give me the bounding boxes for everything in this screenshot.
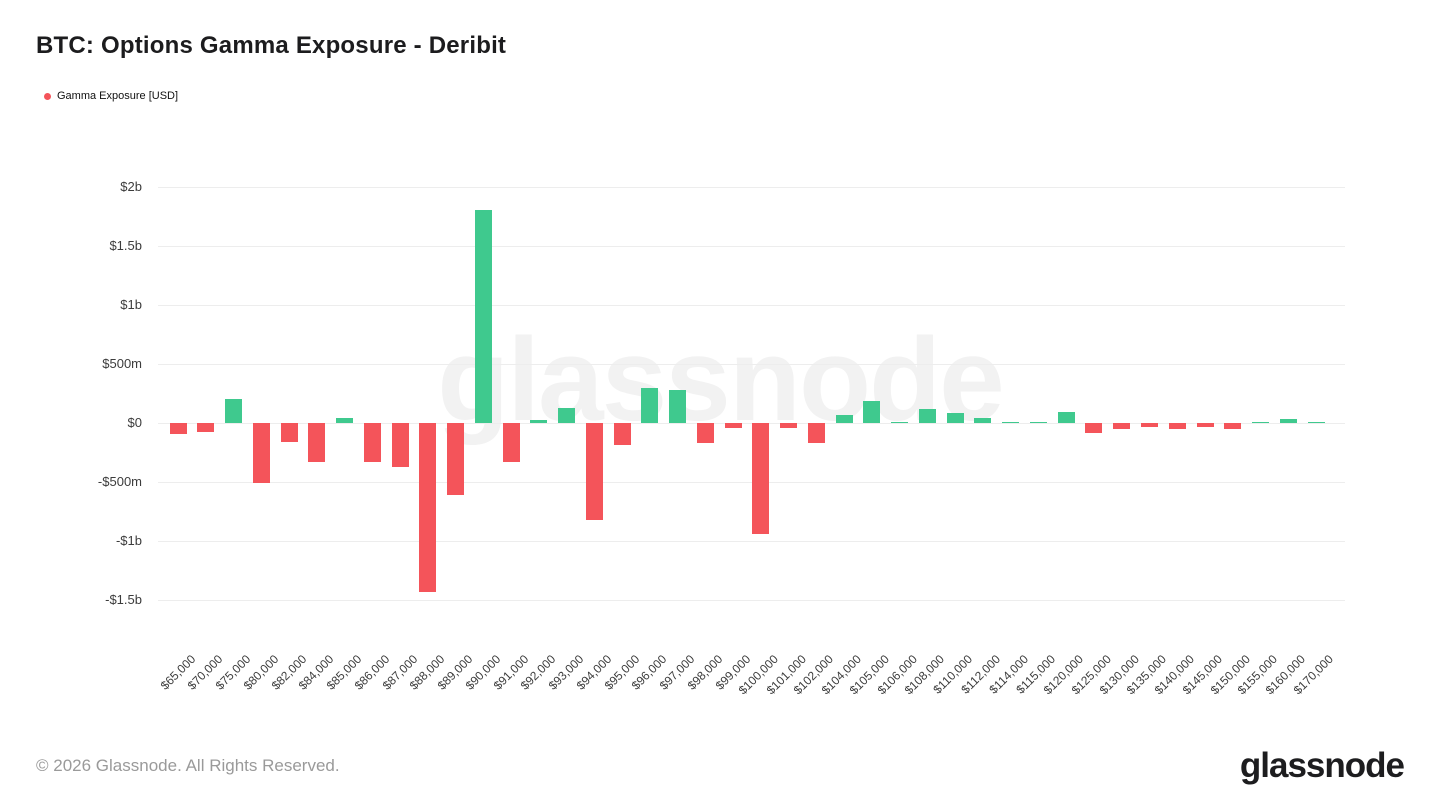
bar-84000[interactable] (308, 423, 325, 462)
y-gridline (158, 423, 1345, 424)
y-gridline (158, 364, 1345, 365)
bar-93000[interactable] (558, 408, 575, 423)
bar-100000[interactable] (752, 423, 769, 534)
page-title: BTC: Options Gamma Exposure - Deribit (36, 32, 507, 59)
bar-85000[interactable] (336, 418, 353, 423)
bar-135000[interactable] (1141, 423, 1158, 427)
bar-92000[interactable] (530, 420, 547, 423)
legend-series-label: Gamma Exposure [USD] (57, 90, 179, 102)
bar-99000[interactable] (725, 423, 742, 428)
bar-91000[interactable] (503, 423, 520, 462)
bar-145000[interactable] (1197, 423, 1214, 427)
y-gridline (158, 187, 1345, 188)
bar-65000[interactable] (170, 423, 187, 434)
y-axis-tick-label: $1b (120, 297, 142, 312)
bar-82000[interactable] (281, 423, 298, 442)
bar-90000[interactable] (475, 210, 492, 423)
bar-98000[interactable] (697, 423, 714, 443)
bar-112000[interactable] (974, 418, 991, 423)
bar-86000[interactable] (364, 423, 381, 462)
bar-108000[interactable] (919, 409, 936, 423)
bar-75000[interactable] (225, 399, 242, 423)
bar-160000[interactable] (1280, 419, 1297, 423)
bar-170000[interactable] (1308, 422, 1325, 423)
copyright-text: © 2026 Glassnode. All Rights Reserved. (36, 756, 340, 775)
bar-70000[interactable] (197, 423, 214, 432)
legend-series-dot-icon (44, 92, 51, 100)
y-gridline (158, 600, 1345, 601)
y-axis-tick-label: -$1.5b (105, 592, 142, 607)
bar-106000[interactable] (891, 422, 908, 423)
bar-150000[interactable] (1224, 423, 1241, 429)
bar-101000[interactable] (780, 423, 797, 428)
bar-110000[interactable] (947, 413, 964, 423)
bar-94000[interactable] (586, 423, 603, 520)
bar-114000[interactable] (1002, 422, 1019, 423)
y-gridline (158, 541, 1345, 542)
bar-97000[interactable] (669, 390, 686, 423)
bar-96000[interactable] (641, 388, 658, 423)
y-axis-tick-label: $2b (120, 179, 142, 194)
bar-102000[interactable] (808, 423, 825, 443)
y-gridline (158, 482, 1345, 483)
bar-120000[interactable] (1058, 412, 1075, 423)
bar-140000[interactable] (1169, 423, 1186, 429)
bar-104000[interactable] (836, 415, 853, 423)
y-gridline (158, 305, 1345, 306)
y-axis-tick-label: $1.5b (109, 238, 142, 253)
y-axis-tick-label: $0 (127, 415, 142, 430)
bar-115000[interactable] (1030, 422, 1047, 423)
bar-125000[interactable] (1085, 423, 1102, 433)
bar-89000[interactable] (447, 423, 464, 495)
bar-155000[interactable] (1252, 422, 1269, 423)
y-axis-tick-label: -$1b (115, 533, 142, 548)
bar-87000[interactable] (392, 423, 409, 467)
legend[interactable]: Gamma Exposure [USD] (44, 90, 178, 102)
y-gridline (158, 246, 1345, 247)
y-axis-tick-label: $500m (102, 356, 142, 371)
glassnode-logo: glassnode (1239, 746, 1405, 785)
bar-105000[interactable] (863, 401, 880, 423)
bar-95000[interactable] (614, 423, 631, 445)
bar-130000[interactable] (1113, 423, 1130, 429)
y-axis-tick-label: -$500m (97, 474, 142, 489)
bar-80000[interactable] (253, 423, 270, 483)
bar-88000[interactable] (419, 423, 436, 592)
